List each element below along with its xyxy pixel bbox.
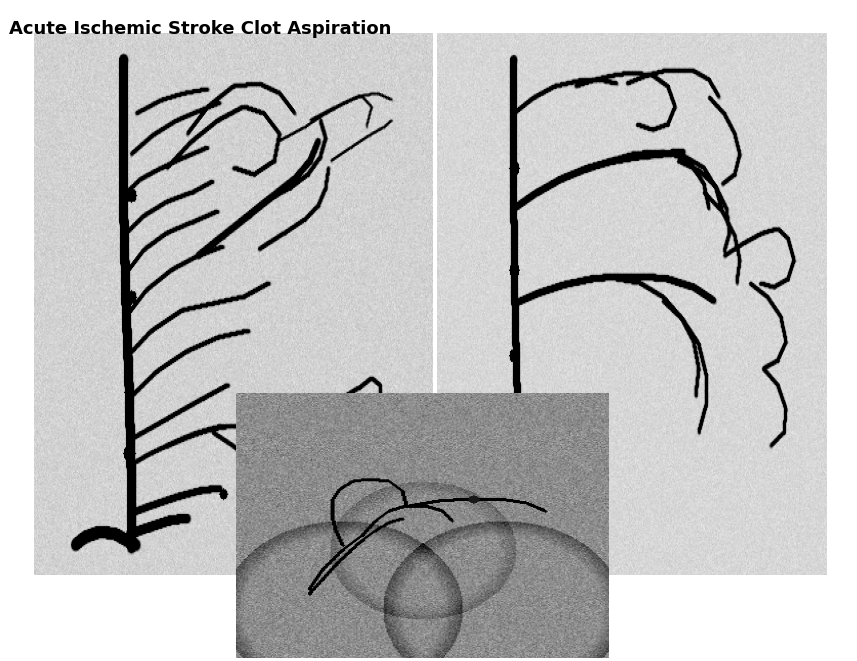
Text: Acute Ischemic Stroke Clot Aspiration: Acute Ischemic Stroke Clot Aspiration — [9, 20, 391, 38]
